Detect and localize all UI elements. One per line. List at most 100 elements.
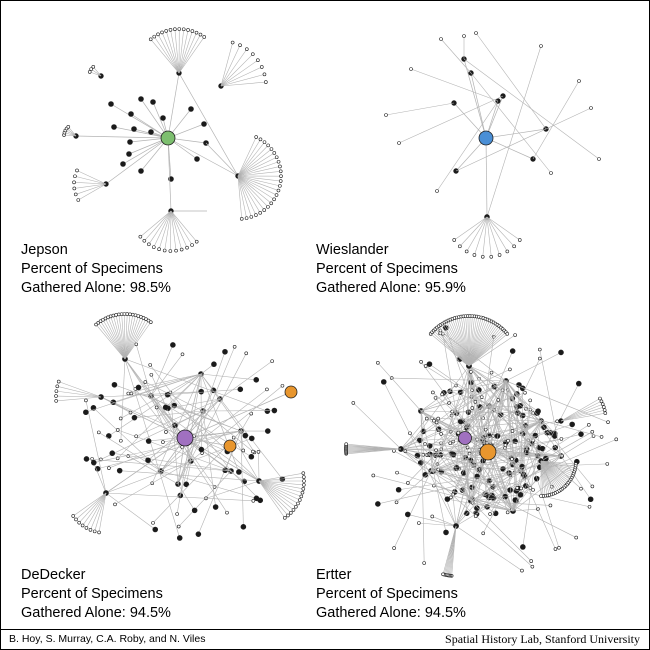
network-edge	[463, 58, 487, 139]
network-edge	[393, 450, 432, 472]
network-edge	[470, 358, 541, 502]
leaf-node	[244, 351, 249, 356]
leaf-node	[254, 135, 258, 139]
network-edge	[237, 166, 280, 177]
network-edge	[454, 318, 470, 367]
leaf-node	[74, 517, 78, 522]
collaborator-node	[152, 526, 159, 533]
network-edge	[430, 333, 470, 367]
network-edge	[396, 472, 514, 512]
leaf-node	[118, 416, 123, 421]
network-edge	[486, 216, 492, 257]
leaf-node	[174, 248, 178, 253]
collaborator-node	[420, 428, 427, 435]
network-edge	[400, 418, 427, 450]
leaf-node	[54, 394, 58, 398]
network-edge	[164, 210, 172, 251]
leaf-node	[431, 390, 435, 395]
network-edge	[442, 323, 470, 367]
network-edge	[459, 216, 488, 247]
leaf-node	[559, 437, 564, 441]
leaf-node	[530, 564, 535, 569]
network-edge	[410, 68, 499, 102]
label-line-gathered-alone: Gathered Alone: 98.5%	[21, 280, 171, 296]
network-edge	[486, 45, 542, 218]
leaf-node	[406, 481, 410, 485]
collaborator-node	[395, 486, 402, 493]
network-edge	[98, 432, 162, 472]
network-edge	[124, 314, 131, 360]
collaborator-highlight-node	[223, 439, 237, 453]
leaf-node	[294, 505, 298, 509]
leaf-node	[529, 559, 534, 563]
network-edge	[200, 373, 257, 381]
network-edge	[532, 80, 580, 160]
leaf-node	[89, 67, 93, 71]
network-edge	[429, 405, 490, 447]
network-edge	[432, 516, 457, 527]
leaf-node	[270, 359, 274, 363]
leaf-node	[470, 406, 475, 410]
leaf-node	[113, 502, 117, 507]
network-edge	[455, 499, 473, 527]
network-edge	[450, 319, 470, 367]
collaborator-node	[211, 361, 217, 368]
leaf-node	[483, 427, 488, 432]
leaf-node	[434, 420, 439, 425]
leaf-node	[194, 30, 199, 35]
leaf-node	[508, 367, 512, 372]
leaf-node	[302, 475, 306, 479]
leaf-node	[225, 510, 229, 515]
network-edge	[409, 433, 472, 502]
network-edge	[170, 210, 188, 248]
network-edge	[178, 29, 185, 74]
network-edge	[540, 460, 576, 469]
network-edge	[100, 396, 228, 452]
leaf-node	[577, 79, 581, 83]
leaf-node	[254, 213, 258, 217]
leaf-node	[256, 450, 261, 454]
leaf-node	[88, 528, 93, 532]
leaf-node	[469, 370, 473, 374]
leaf-node	[506, 438, 510, 443]
leaf-node	[134, 434, 138, 439]
network-edge	[128, 455, 179, 485]
network-edge	[540, 460, 575, 473]
network-edge	[470, 431, 593, 502]
leaf-node	[538, 356, 542, 361]
focal-collector-node	[458, 431, 472, 445]
network-edge	[82, 492, 107, 526]
network-edge	[468, 333, 508, 367]
network-edge	[468, 316, 471, 367]
network-edge	[418, 522, 457, 527]
network-edge	[147, 398, 221, 461]
network-edge	[75, 135, 169, 139]
focal-collector-node	[478, 130, 494, 146]
network-edge	[459, 380, 507, 441]
network-edge	[178, 32, 197, 74]
leaf-node	[256, 58, 260, 62]
leaf-node	[168, 249, 173, 253]
leaf-node	[473, 514, 478, 518]
collaborator-node	[111, 124, 117, 130]
focal-collector-node	[160, 130, 176, 146]
leaf-node	[434, 448, 438, 453]
collaborator-node	[198, 388, 205, 395]
network-edge	[178, 72, 239, 177]
leaf-node	[115, 428, 120, 432]
leaf-node	[266, 205, 270, 209]
leaf-node	[351, 401, 356, 405]
network-edge	[393, 470, 432, 549]
network-edge	[487, 389, 509, 453]
leaf-node	[190, 29, 195, 33]
network-edge	[455, 372, 492, 527]
network-edge	[540, 460, 548, 496]
collaborator-node	[162, 404, 169, 411]
leaf-node	[464, 249, 469, 254]
network-edge	[346, 443, 402, 450]
network-edge	[470, 72, 487, 139]
network-edge	[178, 34, 201, 74]
network-edge	[540, 460, 556, 494]
network-edge	[145, 381, 204, 412]
leaf-node	[344, 442, 349, 447]
